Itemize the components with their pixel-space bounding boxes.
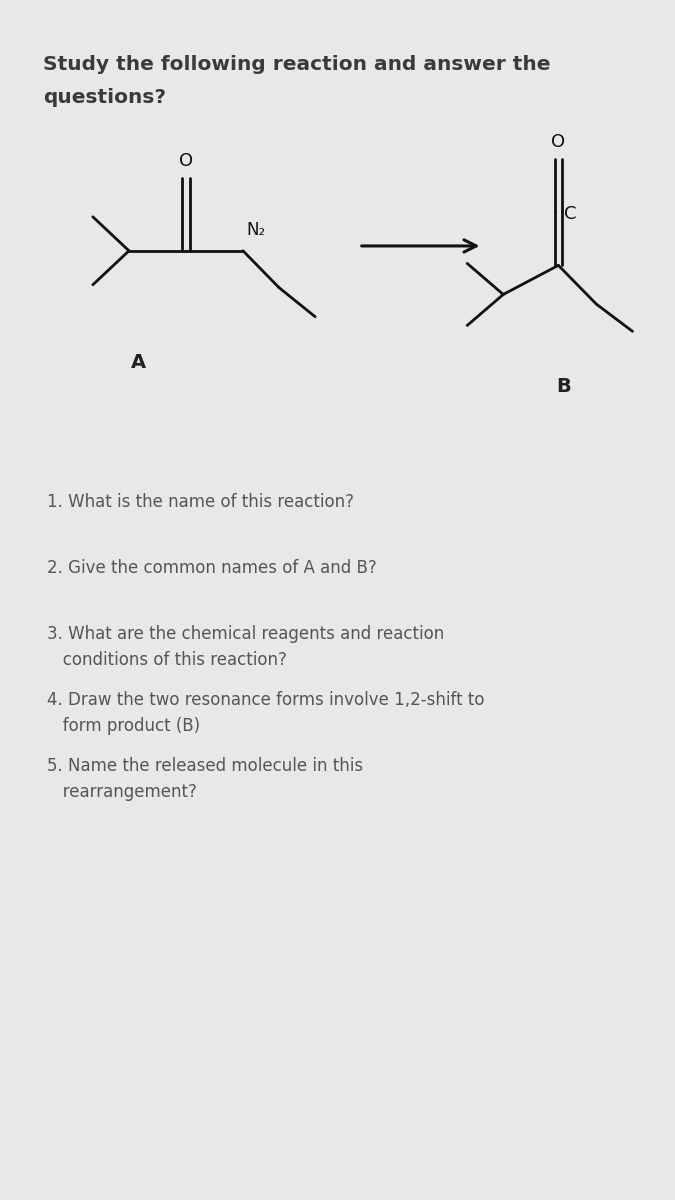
Text: 3. What are the chemical reagents and reaction
   conditions of this reaction?: 3. What are the chemical reagents and re… (47, 625, 445, 668)
Text: C: C (564, 205, 576, 223)
Text: 2. Give the common names of A and B?: 2. Give the common names of A and B? (47, 559, 377, 577)
Text: questions?: questions? (43, 88, 167, 107)
Text: 5. Name the released molecule in this
   rearrangement?: 5. Name the released molecule in this re… (47, 757, 363, 800)
Text: A: A (131, 353, 146, 372)
Text: Study the following reaction and answer the: Study the following reaction and answer … (43, 55, 551, 74)
Text: B: B (556, 377, 570, 396)
Text: O: O (179, 152, 193, 170)
Text: 1. What is the name of this reaction?: 1. What is the name of this reaction? (47, 493, 354, 511)
Text: O: O (551, 133, 566, 151)
Text: N₂: N₂ (247, 221, 266, 239)
Text: 4. Draw the two resonance forms involve 1,2-shift to
   form product (B): 4. Draw the two resonance forms involve … (47, 691, 485, 734)
